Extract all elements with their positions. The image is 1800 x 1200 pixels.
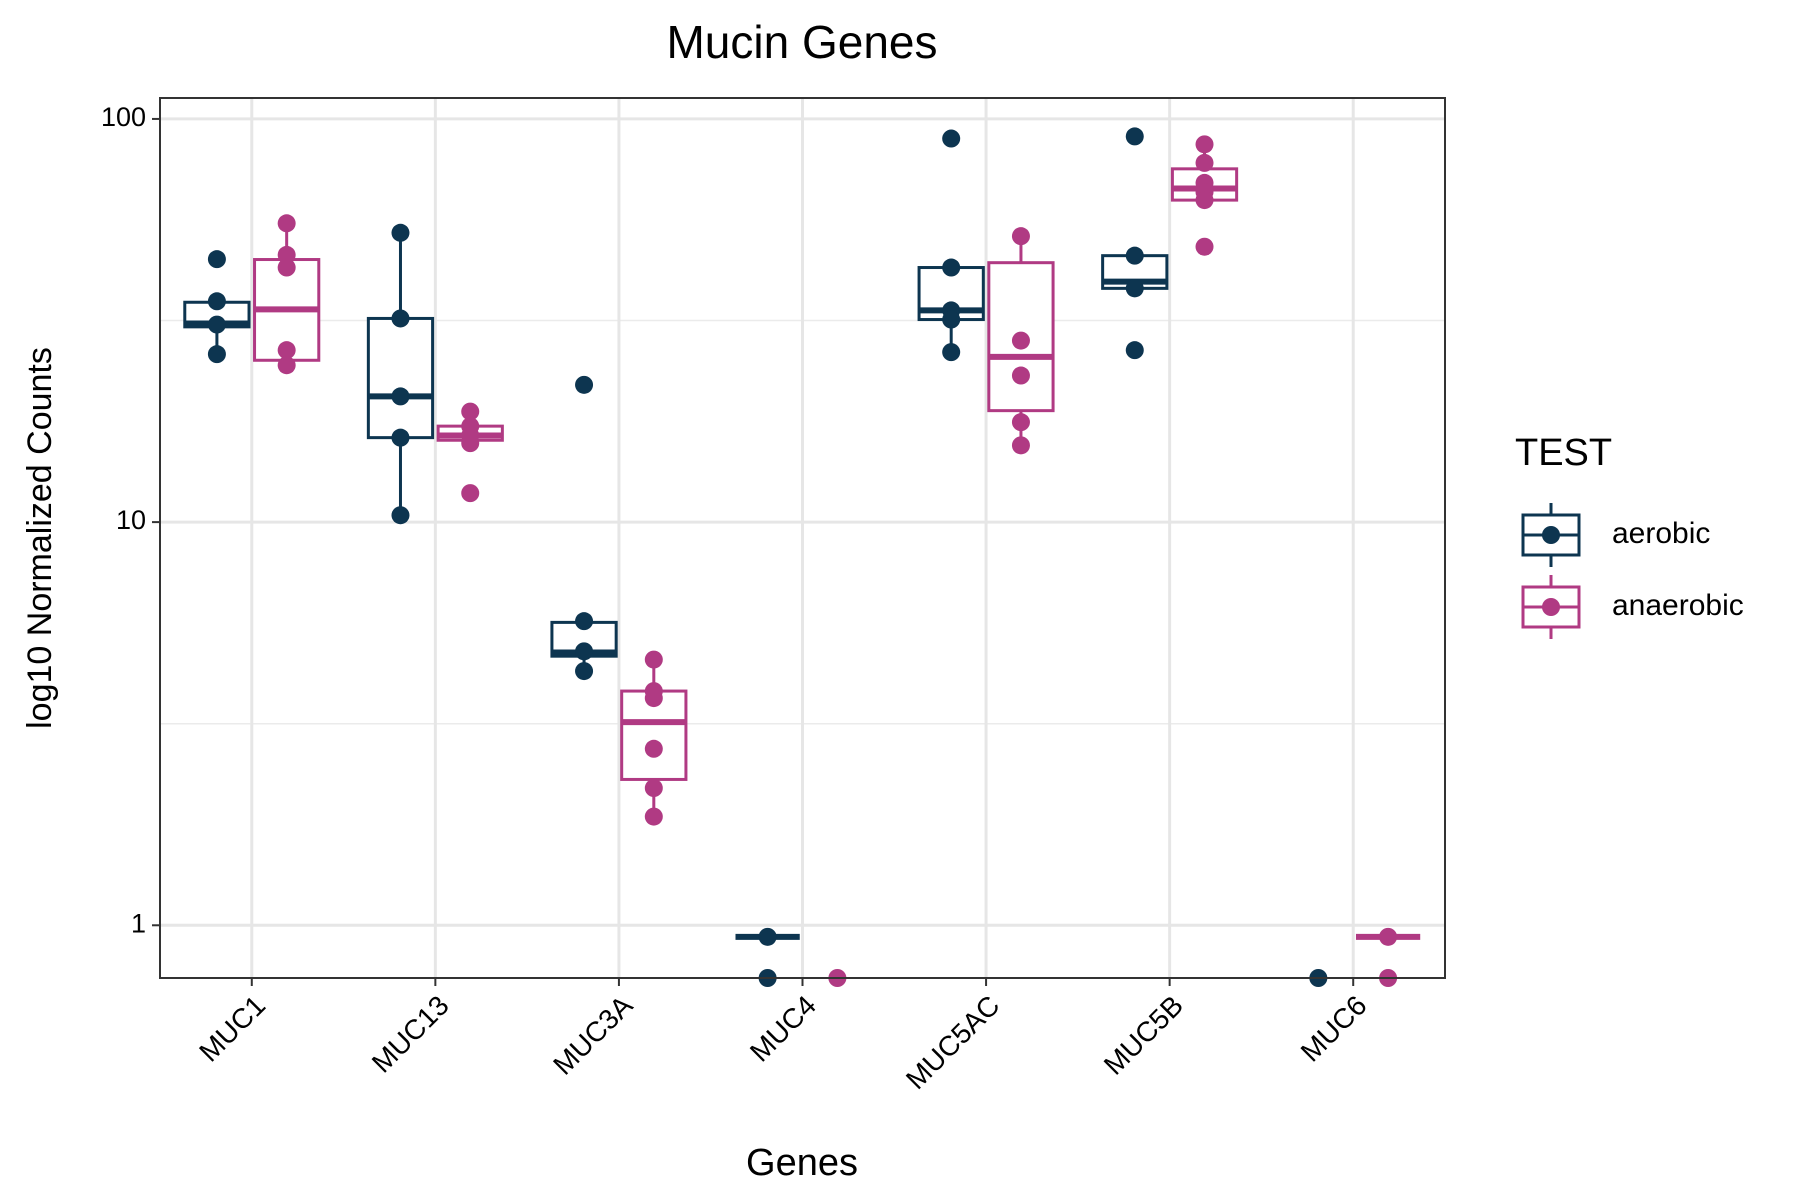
- box: [366, 316, 435, 440]
- legend-label: aerobic: [1612, 517, 1710, 550]
- point: [1195, 135, 1214, 154]
- point: [575, 662, 594, 681]
- point: [758, 927, 777, 946]
- point: [391, 506, 410, 525]
- legend-key-point: [1542, 598, 1560, 616]
- point: [1125, 246, 1144, 265]
- point: [207, 292, 226, 311]
- plot-border: [159, 97, 1446, 979]
- point: [391, 309, 410, 328]
- point: [391, 223, 410, 242]
- point: [207, 315, 226, 334]
- point: [1011, 331, 1030, 350]
- point: [461, 484, 480, 503]
- point: [277, 356, 296, 375]
- point: [644, 807, 663, 826]
- point: [1011, 366, 1030, 385]
- point: [1125, 279, 1144, 298]
- point: [277, 245, 296, 264]
- point: [942, 310, 961, 329]
- point: [644, 650, 663, 669]
- point: [1011, 227, 1030, 246]
- x-axis-label: Genes: [746, 1142, 858, 1184]
- chart-title: Mucin Genes: [666, 16, 937, 68]
- legend-label: anaerobic: [1612, 589, 1744, 622]
- point: [575, 642, 594, 661]
- point: [575, 375, 594, 394]
- point: [1011, 436, 1030, 455]
- point: [644, 689, 663, 708]
- point: [1195, 153, 1214, 172]
- point: [1195, 237, 1214, 256]
- point: [277, 214, 296, 233]
- point: [461, 402, 480, 421]
- point: [644, 739, 663, 758]
- legend-key-point: [1542, 526, 1560, 544]
- legend-title: TEST: [1515, 432, 1612, 474]
- point: [391, 428, 410, 447]
- y-tick-label: 100: [101, 102, 146, 132]
- y-tick-label: 10: [116, 505, 146, 535]
- point: [1011, 413, 1030, 432]
- y-tick-label: 1: [131, 908, 146, 938]
- point: [391, 387, 410, 406]
- point: [644, 779, 663, 798]
- point: [942, 129, 961, 148]
- point: [575, 612, 594, 631]
- point: [461, 434, 480, 453]
- point: [277, 258, 296, 277]
- point: [207, 345, 226, 364]
- y-axis-label: log10 Normalized Counts: [21, 347, 59, 729]
- point: [1379, 927, 1398, 946]
- point: [1195, 191, 1214, 210]
- point: [942, 258, 961, 277]
- point: [207, 250, 226, 269]
- point: [942, 343, 961, 362]
- point: [1125, 341, 1144, 360]
- point: [1125, 127, 1144, 146]
- plot-marks: [183, 127, 1421, 987]
- point: [277, 341, 296, 360]
